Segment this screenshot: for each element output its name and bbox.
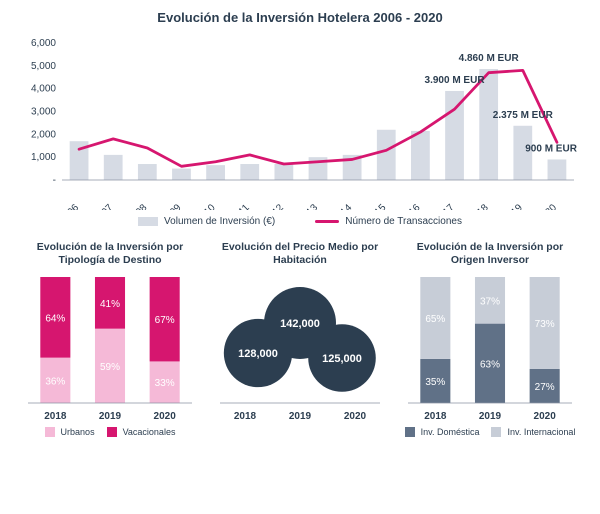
svg-text:73%: 73% <box>535 319 555 330</box>
svg-text:3.900 M EUR: 3.900 M EUR <box>425 75 486 86</box>
domestica-label: Inv. Doméstica <box>421 427 480 437</box>
svg-text:2015: 2015 <box>365 202 389 210</box>
svg-text:2020: 2020 <box>344 411 367 422</box>
svg-text:4,000: 4,000 <box>31 84 56 95</box>
urbanos-swatch <box>45 427 55 437</box>
svg-text:125,000: 125,000 <box>322 353 362 365</box>
internacional-swatch <box>491 427 501 437</box>
svg-text:35%: 35% <box>425 377 445 388</box>
svg-text:2019: 2019 <box>501 202 525 210</box>
svg-text:2009: 2009 <box>160 202 184 210</box>
svg-text:2013: 2013 <box>297 202 321 210</box>
tipologia-legend: Urbanos Vacacionales <box>20 427 200 437</box>
svg-text:142,000: 142,000 <box>280 318 320 330</box>
svg-text:65%: 65% <box>425 314 445 325</box>
svg-text:2018: 2018 <box>234 411 257 422</box>
vacacionales-swatch <box>107 427 117 437</box>
svg-text:36%: 36% <box>45 376 65 387</box>
domestica-swatch <box>405 427 415 437</box>
internacional-label: Inv. Internacional <box>507 427 575 437</box>
svg-text:2020: 2020 <box>534 411 557 422</box>
svg-text:37%: 37% <box>480 296 500 307</box>
svg-text:63%: 63% <box>480 359 500 370</box>
svg-text:3,000: 3,000 <box>31 106 56 117</box>
svg-text:2012: 2012 <box>262 202 286 210</box>
svg-text:5,000: 5,000 <box>31 61 56 72</box>
svg-text:2017: 2017 <box>433 202 457 210</box>
svg-text:2011: 2011 <box>229 202 252 210</box>
svg-text:33%: 33% <box>155 378 175 389</box>
svg-text:2018: 2018 <box>44 411 67 422</box>
svg-text:2,000: 2,000 <box>31 129 56 140</box>
svg-text:2019: 2019 <box>99 411 122 422</box>
svg-text:59%: 59% <box>100 362 120 373</box>
svg-text:2020: 2020 <box>536 202 560 210</box>
svg-text:1,000: 1,000 <box>31 152 56 163</box>
svg-text:128,000: 128,000 <box>238 348 278 360</box>
svg-text:-: - <box>53 175 56 186</box>
svg-text:2018: 2018 <box>467 202 491 210</box>
svg-text:64%: 64% <box>45 313 65 324</box>
line-swatch <box>315 220 339 223</box>
tipologia-title: Evolución de la Inversión por Tipología … <box>20 241 200 267</box>
svg-text:4.860 M EUR: 4.860 M EUR <box>459 53 520 64</box>
svg-text:41%: 41% <box>100 299 120 310</box>
svg-text:2006: 2006 <box>58 202 82 210</box>
vacacionales-label: Vacacionales <box>123 427 176 437</box>
svg-text:2020: 2020 <box>154 411 177 422</box>
svg-text:2019: 2019 <box>479 411 502 422</box>
svg-text:2010: 2010 <box>194 202 218 210</box>
main-chart: - 1,000 2,000 3,000 4,000 5,000 6,000 2006 2007 2… <box>20 35 580 210</box>
panel-tipologia: Evolución de la Inversión por Tipología … <box>20 241 200 437</box>
panel-precio: Evolución del Precio Medio por Habitació… <box>210 241 390 437</box>
main-legend: Volumen de Inversión (€) Número de Trans… <box>20 216 580 227</box>
svg-text:2007: 2007 <box>92 202 116 210</box>
svg-text:2018: 2018 <box>424 411 447 422</box>
svg-text:6,000: 6,000 <box>31 38 56 49</box>
svg-text:67%: 67% <box>155 315 175 326</box>
origen-legend: Inv. Doméstica Inv. Internacional <box>400 427 580 437</box>
svg-text:2014: 2014 <box>331 202 355 210</box>
svg-text:27%: 27% <box>535 382 555 393</box>
bar-swatch <box>138 217 158 226</box>
legend-bar-label: Volumen de Inversión (€) <box>164 216 275 227</box>
precio-title: Evolución del Precio Medio por Habitació… <box>210 241 390 267</box>
svg-text:2008: 2008 <box>126 202 150 210</box>
svg-text:2.375 M EUR: 2.375 M EUR <box>493 110 554 121</box>
svg-text:2019: 2019 <box>289 411 312 422</box>
svg-text:2016: 2016 <box>399 202 423 210</box>
svg-text:900 M EUR: 900 M EUR <box>525 143 577 154</box>
panel-origen: Evolución de la Inversión por Origen Inv… <box>400 241 580 437</box>
urbanos-label: Urbanos <box>61 427 95 437</box>
origen-title: Evolución de la Inversión por Origen Inv… <box>400 241 580 267</box>
legend-line-label: Número de Transacciones <box>345 216 462 227</box>
main-title: Evolución de la Inversión Hotelera 2006 … <box>20 10 580 27</box>
